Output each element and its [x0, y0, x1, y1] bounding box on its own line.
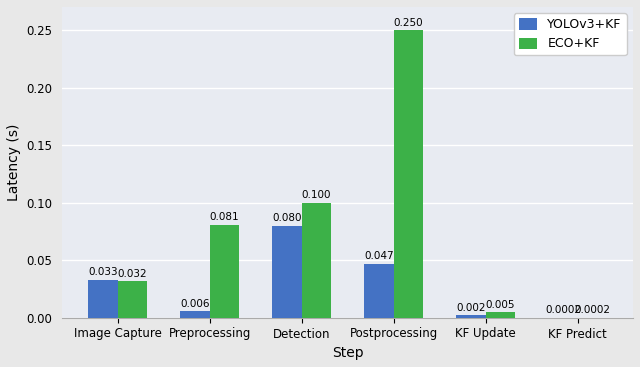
- Text: 0.080: 0.080: [272, 213, 301, 224]
- Bar: [364, 264, 394, 318]
- Text: 0.081: 0.081: [209, 212, 239, 222]
- Bar: [118, 281, 147, 318]
- Text: 0.006: 0.006: [180, 299, 210, 309]
- X-axis label: Step: Step: [332, 346, 364, 360]
- Bar: [210, 225, 239, 318]
- Bar: [456, 316, 486, 318]
- Text: 0.032: 0.032: [118, 269, 147, 279]
- Bar: [180, 311, 210, 318]
- Bar: [301, 203, 331, 318]
- Y-axis label: Latency (s): Latency (s): [7, 124, 21, 201]
- Legend: YOLOv3+KF, ECO+KF: YOLOv3+KF, ECO+KF: [514, 13, 627, 55]
- Text: 0.100: 0.100: [301, 190, 331, 200]
- Text: 0.0002: 0.0002: [545, 305, 581, 315]
- Text: 0.033: 0.033: [88, 268, 118, 277]
- Text: 0.047: 0.047: [364, 251, 394, 261]
- Bar: [88, 280, 118, 318]
- Text: 0.0002: 0.0002: [574, 305, 611, 315]
- Text: 0.002: 0.002: [456, 303, 486, 313]
- Text: 0.005: 0.005: [486, 300, 515, 310]
- Text: 0.250: 0.250: [394, 18, 423, 28]
- Bar: [486, 312, 515, 318]
- Bar: [394, 30, 423, 318]
- Bar: [272, 226, 301, 318]
